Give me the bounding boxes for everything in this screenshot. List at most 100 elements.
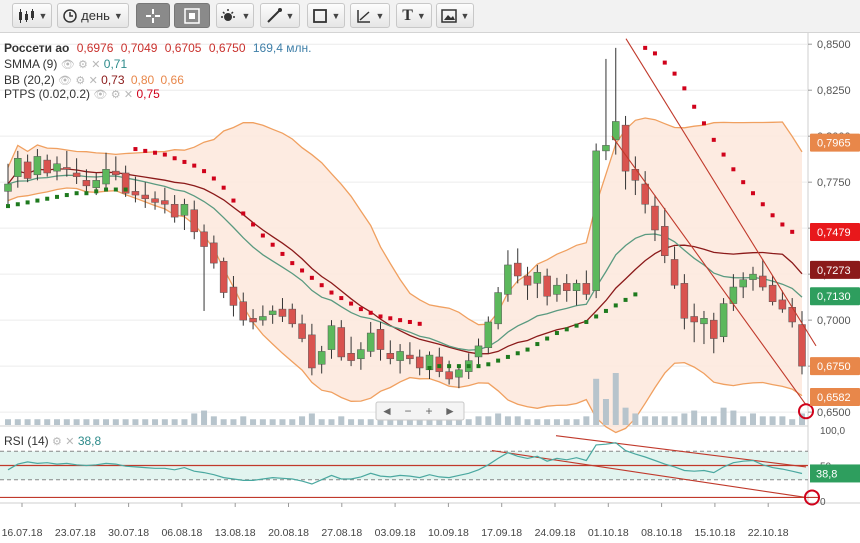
legend-ptps[interactable]: PTPS (0.02,0.2) 👁 ⚙ ✕ 0,75 bbox=[4, 87, 160, 101]
sar-dot bbox=[682, 86, 687, 91]
gear-icon[interactable]: ⚙ bbox=[110, 89, 121, 101]
volume-bar bbox=[426, 416, 433, 425]
sar-dot bbox=[35, 198, 40, 203]
volume-bar bbox=[83, 419, 90, 425]
price-marker bbox=[810, 260, 860, 279]
shapes-icon bbox=[312, 8, 327, 23]
time-tick-label: 24.09.18 bbox=[535, 527, 576, 539]
time-tick-label: 06.08.18 bbox=[161, 527, 202, 539]
zoom-out-button[interactable]: − bbox=[404, 404, 411, 418]
high-value: 0,7049 bbox=[120, 41, 158, 55]
volume-bar bbox=[583, 416, 590, 425]
volume-bar bbox=[348, 419, 355, 425]
sar-dot bbox=[113, 187, 118, 192]
candle-body bbox=[141, 194, 149, 199]
close-icon[interactable]: ✕ bbox=[88, 75, 98, 87]
bb-mid-value: 0,73 bbox=[101, 73, 125, 87]
time-tick-label: 08.10.18 bbox=[641, 527, 682, 539]
volume-bar bbox=[789, 419, 796, 425]
chart-area-button[interactable] bbox=[174, 3, 210, 28]
sar-dot bbox=[280, 251, 285, 256]
sar-dot bbox=[496, 358, 501, 363]
volume-bar bbox=[142, 419, 149, 425]
candle-body bbox=[759, 275, 767, 288]
sar-dot bbox=[790, 229, 795, 234]
candle-body bbox=[347, 353, 355, 361]
legend-bb[interactable]: BB (20,2) 👁 ⚙ ✕ 0,73 0,80 0,66 bbox=[4, 73, 184, 87]
sar-dot bbox=[760, 202, 765, 207]
time-tick-label: 10.09.18 bbox=[428, 527, 469, 539]
draw-line-button[interactable]: ▼ bbox=[260, 3, 300, 28]
volume-bar bbox=[416, 419, 423, 425]
sar-dot bbox=[241, 211, 246, 216]
candle-body bbox=[513, 262, 522, 277]
fibonacci-button[interactable]: ▼ bbox=[350, 3, 390, 28]
time-tick-label: 03.09.18 bbox=[375, 527, 416, 539]
gear-icon[interactable]: ⚙ bbox=[75, 75, 86, 87]
sar-dot bbox=[535, 342, 540, 347]
eye-icon[interactable]: 👁 bbox=[93, 89, 108, 101]
candle-body bbox=[121, 172, 130, 194]
crosshair-button[interactable] bbox=[136, 3, 170, 28]
shapes-button[interactable]: ▼ bbox=[307, 3, 345, 28]
time-tick-label: 27.08.18 bbox=[321, 527, 362, 539]
chart-type-button[interactable]: ▼ bbox=[12, 3, 52, 28]
volume-bar bbox=[436, 419, 443, 425]
volume-bar bbox=[544, 419, 551, 425]
gear-icon[interactable]: ⚙ bbox=[78, 59, 88, 71]
candle-body bbox=[415, 356, 424, 369]
sar-dot bbox=[741, 180, 746, 185]
eye-icon[interactable]: 👁 bbox=[58, 75, 73, 87]
zoom-in-button[interactable]: + bbox=[425, 404, 432, 418]
volume-bar bbox=[691, 410, 698, 425]
volume-bar bbox=[612, 373, 619, 425]
volume-bar bbox=[632, 413, 639, 425]
period-select[interactable]: день ▼ bbox=[57, 3, 129, 28]
chevron-down-icon: ▼ bbox=[241, 10, 251, 21]
sar-dot bbox=[456, 364, 461, 369]
sar-dot bbox=[731, 167, 736, 172]
gear-icon[interactable]: ⚙ bbox=[52, 436, 62, 448]
trendline-upper bbox=[625, 38, 817, 347]
crosshair-icon bbox=[146, 8, 160, 23]
volume-bar bbox=[406, 419, 413, 425]
candle-body bbox=[406, 354, 414, 360]
volume-bar bbox=[93, 419, 100, 425]
legend-smma[interactable]: SMMA (9) 👁 ⚙ ✕ 0,71 bbox=[4, 57, 127, 71]
candle-body bbox=[739, 279, 747, 288]
scroll-right-button[interactable]: ► bbox=[444, 404, 456, 418]
candle-body bbox=[445, 371, 453, 380]
scroll-left-button[interactable]: ◄ bbox=[381, 404, 393, 418]
candle-body bbox=[337, 327, 346, 358]
image-button[interactable]: ▼ bbox=[436, 3, 474, 28]
eye-icon[interactable]: 👁 bbox=[60, 59, 75, 71]
sar-dot bbox=[701, 121, 706, 126]
volume-bar bbox=[259, 419, 266, 425]
rsi-trendline-a bbox=[491, 450, 807, 498]
sar-dot bbox=[202, 169, 207, 174]
close-icon[interactable]: ✕ bbox=[123, 89, 134, 101]
price-chart[interactable]: 0,65000,67500,70000,72500,75000,77500,80… bbox=[0, 33, 860, 543]
sar-dot bbox=[211, 176, 216, 181]
volume-bar bbox=[524, 419, 531, 425]
sar-dot bbox=[574, 323, 579, 328]
volume-bar bbox=[455, 419, 462, 425]
candle-body bbox=[768, 284, 777, 302]
trendline-lower bbox=[611, 135, 807, 406]
indicators-button[interactable]: ▼ bbox=[216, 3, 254, 28]
candle-body bbox=[72, 172, 81, 177]
sar-dot bbox=[74, 191, 79, 196]
legend-rsi[interactable]: RSI (14) ⚙ ✕ 38,8 bbox=[4, 434, 101, 448]
text-button[interactable]: T ▼ bbox=[396, 3, 432, 28]
close-icon[interactable]: ✕ bbox=[91, 59, 101, 71]
close-icon[interactable]: ✕ bbox=[65, 436, 75, 448]
sar-dot bbox=[564, 327, 569, 332]
candle-body bbox=[533, 272, 542, 284]
candle-body bbox=[749, 273, 757, 280]
sar-dot bbox=[603, 308, 608, 313]
price-marker bbox=[810, 357, 860, 376]
bollinger-upper-line bbox=[7, 117, 803, 326]
sar-dot bbox=[133, 147, 138, 152]
candle-body bbox=[219, 261, 228, 293]
sar-dot bbox=[358, 307, 363, 312]
